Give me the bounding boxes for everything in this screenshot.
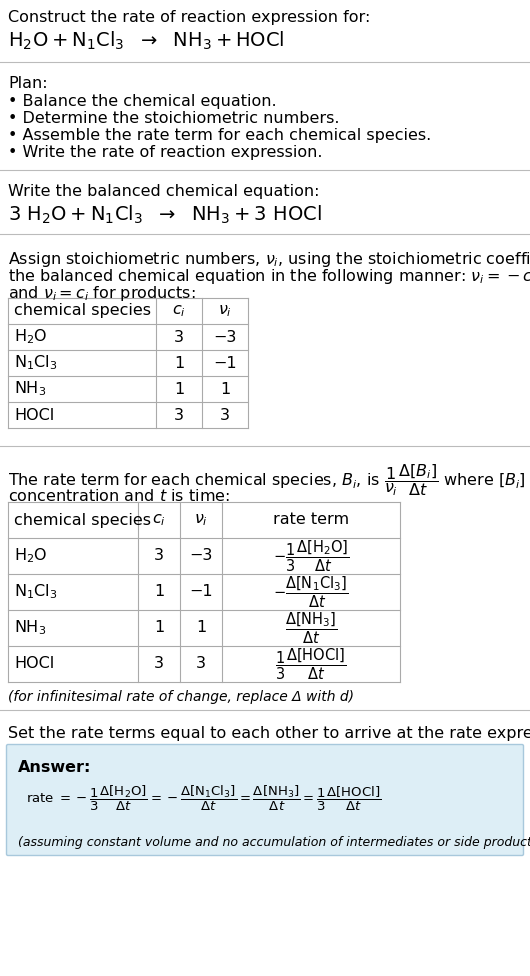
Text: 1: 1 [154,585,164,599]
Text: $\nu_i$: $\nu_i$ [194,512,208,528]
Text: chemical species: chemical species [14,304,151,318]
Text: Plan:: Plan: [8,76,48,91]
Text: 3: 3 [196,657,206,671]
Text: −3: −3 [213,330,237,345]
Text: HOCl: HOCl [14,657,54,671]
Text: $\dfrac{1}{3}\dfrac{\Delta[\mathrm{HOCl}]}{\Delta t}$: $\dfrac{1}{3}\dfrac{\Delta[\mathrm{HOCl}… [276,646,347,682]
Text: Construct the rate of reaction expression for:: Construct the rate of reaction expressio… [8,10,370,25]
Text: (assuming constant volume and no accumulation of intermediates or side products): (assuming constant volume and no accumul… [18,836,530,849]
Text: 3: 3 [174,330,184,345]
Text: −1: −1 [213,355,237,371]
Text: • Write the rate of reaction expression.: • Write the rate of reaction expression. [8,145,322,160]
Text: 1: 1 [174,382,184,396]
Text: $\dfrac{\Delta[\mathrm{NH_3}]}{\Delta t}$: $\dfrac{\Delta[\mathrm{NH_3}]}{\Delta t}… [285,610,337,646]
Text: The rate term for each chemical species, $B_i$, is $\dfrac{1}{\nu_i}\dfrac{\Delt: The rate term for each chemical species,… [8,462,530,498]
Text: rate term: rate term [273,512,349,527]
Text: Assign stoichiometric numbers, $\nu_i$, using the stoichiometric coefficients, $: Assign stoichiometric numbers, $\nu_i$, … [8,250,530,269]
Text: −1: −1 [189,585,213,599]
Text: • Assemble the rate term for each chemical species.: • Assemble the rate term for each chemic… [8,128,431,143]
Text: 3: 3 [220,408,230,423]
Text: (for infinitesimal rate of change, replace Δ with d): (for infinitesimal rate of change, repla… [8,690,354,704]
Text: and $\nu_i = c_i$ for products:: and $\nu_i = c_i$ for products: [8,284,196,303]
Text: • Balance the chemical equation.: • Balance the chemical equation. [8,94,277,109]
Text: $\mathrm{N_1Cl_3}$: $\mathrm{N_1Cl_3}$ [14,583,58,601]
Text: −3: −3 [189,549,213,563]
Text: $\nu_i$: $\nu_i$ [218,304,232,319]
Text: $\mathrm{H_2O}$: $\mathrm{H_2O}$ [14,328,47,346]
Text: • Determine the stoichiometric numbers.: • Determine the stoichiometric numbers. [8,111,340,126]
Text: $\mathrm{H_2O}$: $\mathrm{H_2O}$ [14,547,47,565]
Text: 3: 3 [174,408,184,423]
Text: 1: 1 [154,621,164,635]
Text: chemical species: chemical species [14,512,151,527]
Text: $\mathrm{H_2O + N_1Cl_3}$  $\rightarrow$  $\mathrm{NH_3 + HOCl}$: $\mathrm{H_2O + N_1Cl_3}$ $\rightarrow$ … [8,30,285,53]
Text: $\mathrm{3\ H_2O + N_1Cl_3}$  $\rightarrow$  $\mathrm{NH_3 + 3\ HOCl}$: $\mathrm{3\ H_2O + N_1Cl_3}$ $\rightarro… [8,204,322,226]
Text: HOCl: HOCl [14,408,54,423]
Text: Write the balanced chemical equation:: Write the balanced chemical equation: [8,184,320,199]
Text: 3: 3 [154,549,164,563]
Text: rate $= -\dfrac{1}{3}\dfrac{\Delta[\mathrm{H_2O}]}{\Delta t}$$ = -\dfrac{\Delta[: rate $= -\dfrac{1}{3}\dfrac{\Delta[\math… [26,784,382,813]
FancyBboxPatch shape [6,745,524,856]
Text: $c_i$: $c_i$ [172,304,186,319]
Text: $-\dfrac{1}{3}\dfrac{\Delta[\mathrm{H_2O}]}{\Delta t}$: $-\dfrac{1}{3}\dfrac{\Delta[\mathrm{H_2O… [273,538,349,574]
Text: Set the rate terms equal to each other to arrive at the rate expression:: Set the rate terms equal to each other t… [8,726,530,741]
Text: 1: 1 [196,621,206,635]
Text: $c_i$: $c_i$ [152,512,166,528]
Text: $\mathrm{NH_3}$: $\mathrm{NH_3}$ [14,619,46,637]
Text: $\mathrm{NH_3}$: $\mathrm{NH_3}$ [14,380,46,398]
Text: the balanced chemical equation in the following manner: $\nu_i = -c_i$ for react: the balanced chemical equation in the fo… [8,267,530,286]
Text: 1: 1 [174,355,184,371]
Text: concentration and $t$ is time:: concentration and $t$ is time: [8,488,230,504]
Text: $-\dfrac{\Delta[\mathrm{N_1Cl_3}]}{\Delta t}$: $-\dfrac{\Delta[\mathrm{N_1Cl_3}]}{\Delt… [273,574,349,610]
Text: 1: 1 [220,382,230,396]
Text: $\mathrm{N_1Cl_3}$: $\mathrm{N_1Cl_3}$ [14,353,58,373]
Text: Answer:: Answer: [18,760,91,775]
Text: 3: 3 [154,657,164,671]
